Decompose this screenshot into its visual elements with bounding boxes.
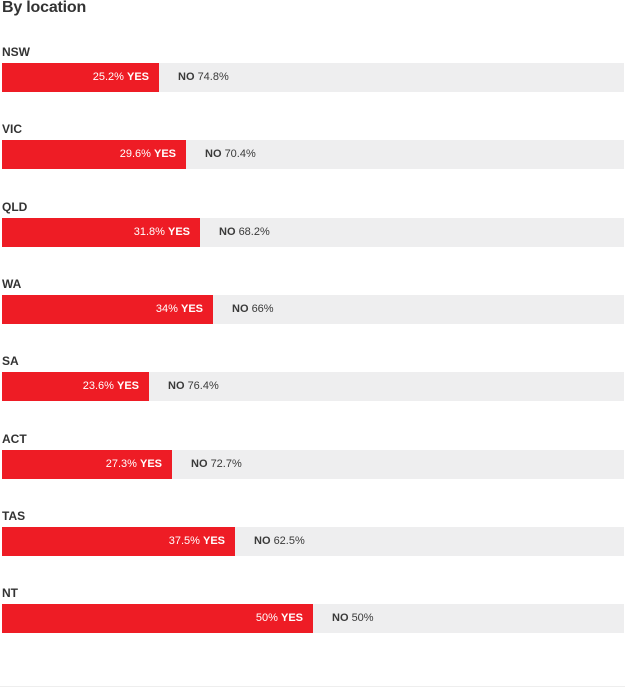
bar-track-nsw: 25.2% YES NO 74.8% <box>2 63 624 92</box>
bar-group-vic: VIC 29.6% YES NO 70.4% <box>0 122 625 184</box>
bar-track-nt: 50% YES NO 50% <box>2 604 624 633</box>
no-value: 70.4% <box>224 148 256 160</box>
yes-value: 29.6% <box>119 148 151 160</box>
bar-track-act: 27.3% YES NO 72.7% <box>2 450 624 479</box>
no-keyword: NO <box>254 535 271 547</box>
no-keyword: NO <box>168 380 185 392</box>
yes-value-label-wa: 34% YES <box>2 295 203 324</box>
yes-keyword: YES <box>167 226 190 238</box>
category-label-vic: VIC <box>2 122 23 136</box>
no-value-label-qld: NO 68.2% <box>219 218 270 247</box>
no-value-label-vic: NO 70.4% <box>205 140 256 169</box>
no-value: 66% <box>251 303 274 315</box>
yes-value: 37.5% <box>168 535 200 547</box>
yes-keyword: YES <box>153 148 176 160</box>
category-label-nsw: NSW <box>2 45 30 59</box>
bar-group-nsw: NSW 25.2% YES NO 74.8% <box>0 45 625 107</box>
yes-value-label-vic: 29.6% YES <box>2 140 176 169</box>
bar-track-vic: 29.6% YES NO 70.4% <box>2 140 624 169</box>
no-keyword: NO <box>178 71 195 83</box>
chart-title: By location <box>2 0 87 16</box>
no-keyword: NO <box>205 148 222 160</box>
bar-yes-wa <box>2 295 213 324</box>
bar-track-qld: 31.8% YES NO 68.2% <box>2 218 624 247</box>
bar-group-qld: QLD 31.8% YES NO 68.2% <box>0 200 625 262</box>
yes-value: 31.8% <box>133 226 165 238</box>
yes-keyword: YES <box>180 303 203 315</box>
no-keyword: NO <box>332 612 349 624</box>
category-label-nt: NT <box>2 586 18 600</box>
bar-track-wa: 34% YES NO 66% <box>2 295 624 324</box>
no-value-label-sa: NO 76.4% <box>168 372 219 401</box>
no-value: 68.2% <box>238 226 270 238</box>
no-value-label-nsw: NO 74.8% <box>178 63 229 92</box>
yes-value-label-qld: 31.8% YES <box>2 218 190 247</box>
no-value-label-wa: NO 66% <box>232 295 274 324</box>
no-keyword: NO <box>219 226 236 238</box>
bar-group-wa: WA 34% YES NO 66% <box>0 277 625 339</box>
bar-track-tas: 37.5% YES NO 62.5% <box>2 527 624 556</box>
no-keyword: NO <box>232 303 249 315</box>
bar-group-nt: NT 50% YES NO 50% <box>0 586 625 648</box>
bar-yes-nt <box>2 604 313 633</box>
yes-keyword: YES <box>202 535 225 547</box>
no-keyword: NO <box>191 458 208 470</box>
yes-value-label-act: 27.3% YES <box>2 450 162 479</box>
yes-value: 50% <box>255 612 278 624</box>
bar-group-sa: SA 23.6% YES NO 76.4% <box>0 354 625 416</box>
yes-value-label-sa: 23.6% YES <box>2 372 139 401</box>
bar-group-tas: TAS 37.5% YES NO 62.5% <box>0 509 625 571</box>
category-label-wa: WA <box>2 277 22 291</box>
category-label-sa: SA <box>2 354 19 368</box>
bar-group-act: ACT 27.3% YES NO 72.7% <box>0 432 625 494</box>
bar-yes-act <box>2 450 172 479</box>
yes-value: 25.2% <box>92 71 124 83</box>
category-label-act: ACT <box>2 432 27 446</box>
yes-value: 23.6% <box>82 380 114 392</box>
yes-value-label-tas: 37.5% YES <box>2 527 225 556</box>
no-value: 50% <box>351 612 374 624</box>
bar-yes-vic <box>2 140 186 169</box>
yes-value: 34% <box>155 303 178 315</box>
no-value: 62.5% <box>273 535 305 547</box>
no-value: 74.8% <box>197 71 229 83</box>
bar-track-sa: 23.6% YES NO 76.4% <box>2 372 624 401</box>
bottom-divider <box>0 686 625 687</box>
yes-keyword: YES <box>280 612 303 624</box>
yes-value-label-nsw: 25.2% YES <box>2 63 149 92</box>
category-label-qld: QLD <box>2 200 28 214</box>
no-value-label-act: NO 72.7% <box>191 450 242 479</box>
no-value: 72.7% <box>210 458 242 470</box>
bar-yes-sa <box>2 372 149 401</box>
yes-value-label-nt: 50% YES <box>2 604 303 633</box>
category-label-tas: TAS <box>2 509 26 523</box>
yes-value: 27.3% <box>105 458 137 470</box>
yes-keyword: YES <box>116 380 139 392</box>
bar-yes-nsw <box>2 63 159 92</box>
no-value: 76.4% <box>187 380 219 392</box>
bar-yes-qld <box>2 218 200 247</box>
no-value-label-tas: NO 62.5% <box>254 527 305 556</box>
yes-keyword: YES <box>139 458 162 470</box>
no-value-label-nt: NO 50% <box>332 604 374 633</box>
bar-yes-tas <box>2 527 235 556</box>
yes-keyword: YES <box>126 71 149 83</box>
